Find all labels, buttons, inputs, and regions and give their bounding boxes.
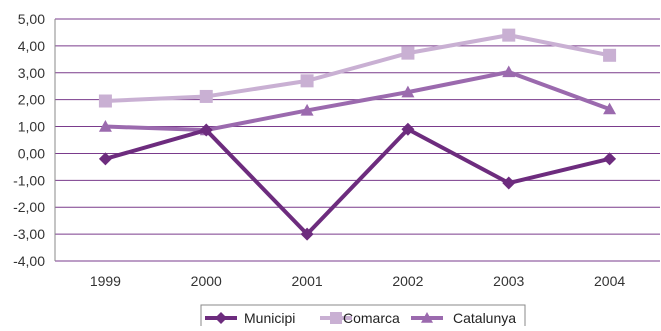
x-tick-label: 2003 [493, 273, 524, 289]
series-line [104, 127, 611, 237]
y-tick-label: 0,00 [18, 145, 45, 161]
data-point-triangle [502, 65, 516, 78]
data-point-square [401, 46, 415, 60]
y-axis-ticks: 5,00 4,00 3,00 2,00 1,00 0,00 -1,00 -2,00 -3,00 -… [13, 11, 45, 269]
y-tick-label: 5,00 [18, 11, 45, 27]
y-tick-label: 2,00 [18, 92, 45, 108]
series-comarca [98, 28, 617, 108]
data-point-square [603, 48, 617, 62]
data-point-square [98, 94, 112, 108]
x-tick-label: 2002 [392, 273, 423, 289]
x-tick-label: 2004 [594, 273, 625, 289]
y-tick-label: -4,00 [13, 253, 45, 269]
y-tick-label: -3,00 [13, 226, 45, 242]
data-point-square [300, 74, 314, 88]
data-point-diamond [401, 122, 415, 136]
series-lines [98, 28, 617, 241]
y-tick-label: 1,00 [18, 119, 45, 135]
legend-entry-catalunya: Catalunya [411, 310, 516, 326]
series-line [105, 69, 611, 133]
y-tick-label: 4,00 [18, 38, 45, 54]
data-point-triangle [300, 103, 314, 116]
series-catalunya [98, 65, 617, 136]
data-point-diamond [98, 152, 112, 166]
legend-marker-triangle [421, 312, 433, 323]
data-point-diamond [603, 152, 617, 166]
data-point-triangle [603, 102, 617, 115]
x-axis-ticks: 1999 2000 2001 2002 2003 2004 [90, 273, 626, 289]
data-point-square [199, 89, 213, 103]
gridlines [54, 18, 660, 262]
legend-marker-square [330, 312, 342, 324]
data-point-triangle [401, 85, 415, 98]
y-tick-label: -1,00 [13, 172, 45, 188]
legend-label: Municipi [244, 310, 295, 326]
data-point-diamond [300, 227, 314, 241]
y-tick-label: -2,00 [13, 199, 45, 215]
data-point-diamond [502, 176, 516, 190]
y-tick-label: 3,00 [18, 65, 45, 81]
legend: Municipi Comarca Catalunya [200, 304, 526, 328]
series-municipi [98, 122, 617, 241]
x-tick-label: 1999 [90, 273, 121, 289]
legend-entry-comarca: Comarca [320, 310, 400, 326]
x-tick-label: 2001 [292, 273, 323, 289]
data-point-diamond [199, 123, 213, 137]
legend-label: Comarca [343, 310, 400, 326]
data-point-square [502, 28, 516, 42]
x-tick-label: 2000 [191, 273, 222, 289]
legend-marker-diamond [215, 312, 227, 324]
data-point-triangle [98, 120, 112, 132]
series-line [105, 33, 610, 104]
legend-label: Catalunya [453, 310, 516, 326]
legend-entry-municipi: Municipi [205, 310, 295, 326]
